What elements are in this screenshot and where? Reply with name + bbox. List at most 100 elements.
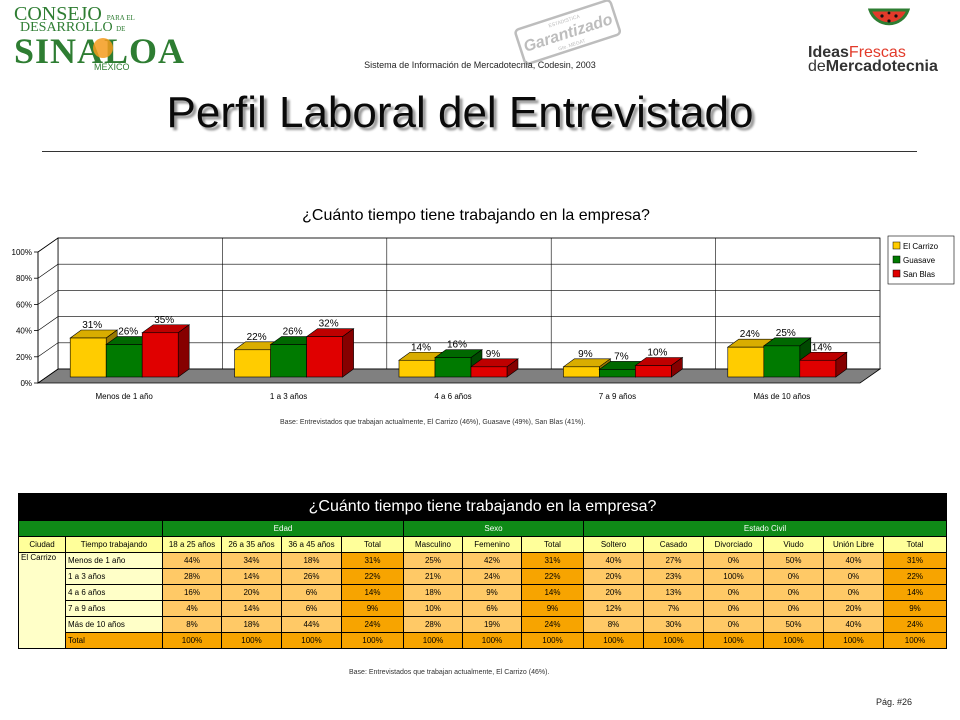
table-cell: 9% [882, 600, 948, 617]
table-cell: 40% [823, 616, 884, 633]
column-header: Total [521, 536, 584, 553]
table-cell: 8% [583, 616, 644, 633]
column-header: Divorciado [703, 536, 764, 553]
column-header: Masculino [403, 536, 463, 553]
table-cell: 6% [281, 584, 342, 601]
table-cell: 18% [403, 584, 463, 601]
table-cell: 30% [643, 616, 704, 633]
table-cell: 9% [521, 600, 584, 617]
table-cell: 25% [403, 552, 463, 569]
table-cell: 14% [221, 568, 282, 585]
row-label: 7 a 9 años [65, 600, 163, 617]
table-cell: 31% [882, 552, 948, 569]
table-row: 1 a 3 años 28% 14% 26% 22% 21% 24% 22% 20% 23% 100… [19, 568, 948, 585]
column-header: Unión Libre [823, 536, 884, 553]
column-header: Total [341, 536, 404, 553]
gridline [37, 290, 880, 305]
y-tick-label: 100% [12, 248, 32, 257]
row-label: Más de 10 años [65, 616, 163, 633]
table-cell: 21% [403, 568, 463, 585]
table-cell: 50% [763, 552, 824, 569]
table-cell: 24% [341, 616, 404, 633]
table-cell: 100% [763, 632, 824, 649]
column-header: Viudo [763, 536, 824, 553]
table-cell: 9% [462, 584, 522, 601]
table-cell: 100% [583, 632, 644, 649]
table-cell: 0% [703, 552, 764, 569]
table-cell: 100% [521, 632, 584, 649]
legend-label: Guasave [903, 256, 936, 265]
bar-value-label: 16% [447, 340, 467, 351]
table-cell: 100% [162, 632, 222, 649]
column-header: Ciudad [18, 536, 66, 553]
group-header-estado-civil: Estado Civil [582, 520, 948, 537]
table-cell: 0% [823, 584, 884, 601]
bar-chart: ¿Cuánto tiempo tiene trabajando en la em… [12, 207, 955, 401]
bar [599, 369, 636, 378]
bar-side [342, 328, 354, 378]
table-cell: 0% [763, 600, 824, 617]
row-label: Menos de 1 año [65, 552, 163, 569]
table-cell: 100% [882, 632, 948, 649]
table-title: ¿Cuánto tiempo tiene trabajando en la em… [17, 493, 948, 521]
bar [799, 359, 837, 378]
table-cell: 26% [281, 568, 342, 585]
y-tick-label: 60% [16, 300, 32, 309]
table-cell: 40% [823, 552, 884, 569]
table-cell: 0% [763, 568, 824, 585]
logo-text-mexico: MEXICO [94, 62, 130, 72]
page-number: Pág. #26 [876, 697, 913, 707]
bar [635, 365, 672, 378]
bar-value-label: 25% [776, 328, 796, 339]
table-cell: 40% [583, 552, 644, 569]
table-cell: 23% [643, 568, 704, 585]
gridline [37, 263, 880, 279]
table-cell: 31% [341, 552, 404, 569]
logo-text-line2: DESARROLLO DE [20, 20, 126, 35]
logo-text-line1: CONSEJO PARA EL [14, 3, 135, 25]
table-cell: 100% [462, 632, 522, 649]
table-cell: 42% [462, 552, 522, 569]
legend-label: El Carrizo [903, 242, 939, 251]
bar [270, 344, 307, 378]
table-cell: 16% [162, 584, 222, 601]
group-header-blank [18, 520, 163, 537]
table-cell: 10% [403, 600, 463, 617]
table-cell: 24% [882, 616, 948, 633]
table-cell: 28% [403, 616, 463, 633]
row-label: 4 a 6 años [65, 584, 163, 601]
column-header: Femenino [462, 536, 522, 553]
bar-value-label: 24% [740, 329, 760, 340]
y-tick-label: 80% [16, 274, 32, 283]
table-cell: 34% [221, 552, 282, 569]
table-row: Más de 10 años 8% 18% 44% 24% 28% 19% 24% 8% 30% 0… [19, 616, 948, 633]
table-cell: 13% [643, 584, 704, 601]
bar-value-label: 35% [154, 315, 174, 326]
table-cell: 18% [221, 616, 282, 633]
bar [470, 366, 508, 378]
table-cell: 6% [281, 600, 342, 617]
column-header: Tiempo trabajando [65, 536, 163, 553]
table-base-note: Base: Entrevistados que trabajan actualm… [349, 669, 550, 676]
table-cell: 14% [882, 584, 948, 601]
bar [398, 359, 436, 378]
table-cell: 20% [583, 568, 644, 585]
column-header: 36 a 45 años [281, 536, 342, 553]
legend-label: San Blas [903, 270, 935, 279]
bar [763, 345, 801, 378]
column-header: 26 a 35 años [221, 536, 282, 553]
bar-value-label: 14% [812, 342, 832, 353]
table-cell: 22% [882, 568, 948, 585]
table-cell: 24% [462, 568, 522, 585]
bar [563, 366, 600, 378]
bar [141, 332, 179, 378]
bar-value-label: 7% [614, 351, 629, 362]
category-label: 7 a 9 años [599, 392, 636, 401]
table-cell: 31% [521, 552, 584, 569]
title-divider [42, 151, 917, 152]
table-cell: 14% [521, 584, 584, 601]
bar [727, 346, 765, 378]
bar-value-label: 9% [486, 349, 501, 360]
watermelon-icon [868, 8, 910, 26]
table-cell: 12% [583, 600, 644, 617]
